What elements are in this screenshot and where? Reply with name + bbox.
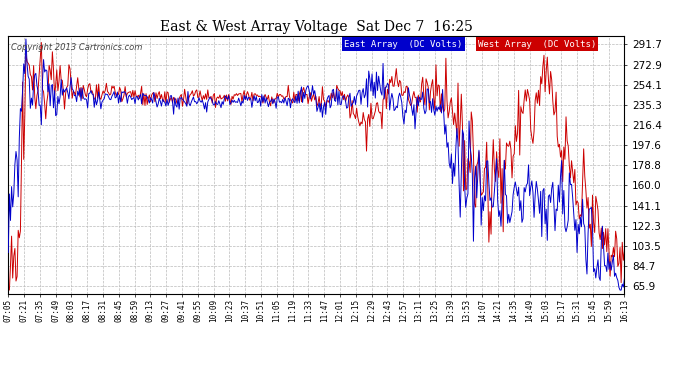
Text: East Array  (DC Volts): East Array (DC Volts): [344, 39, 462, 48]
Text: West Array  (DC Volts): West Array (DC Volts): [477, 39, 596, 48]
Title: East & West Array Voltage  Sat Dec 7  16:25: East & West Array Voltage Sat Dec 7 16:2…: [160, 21, 473, 34]
Text: Copyright 2013 Cartronics.com: Copyright 2013 Cartronics.com: [11, 44, 143, 52]
